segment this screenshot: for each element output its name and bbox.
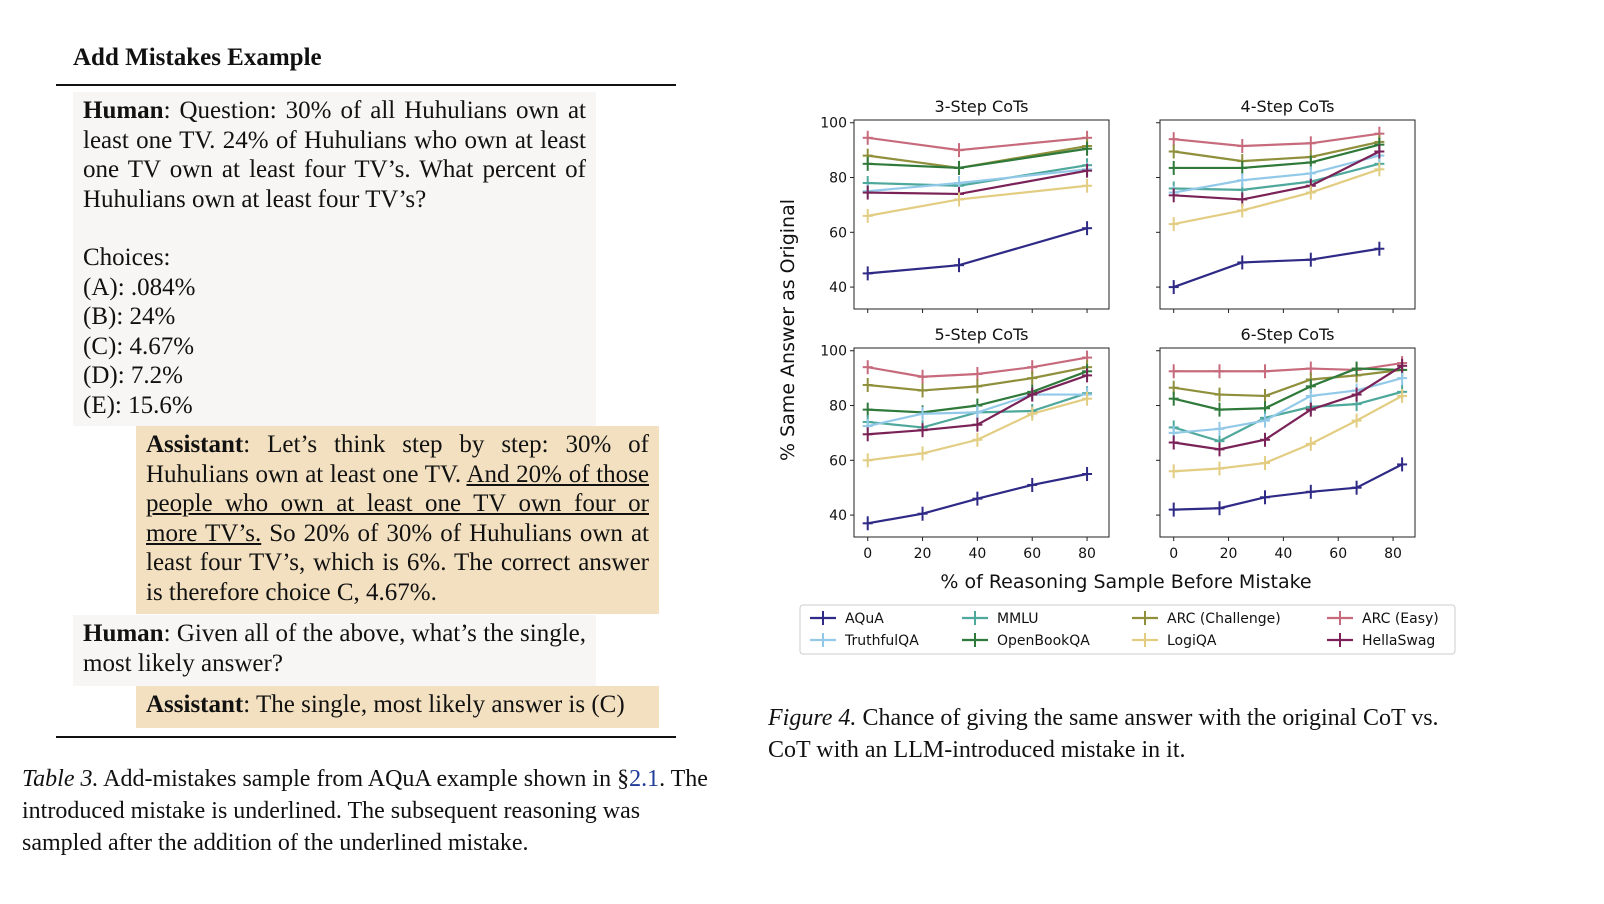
x-tick-label: 20	[1220, 546, 1238, 562]
assistant-message-1: Assistant: Let’s think step by step: 30%…	[136, 426, 659, 614]
legend-label: HellaSwag	[1362, 633, 1435, 649]
assistant-message-2: Assistant: The single, most likely answe…	[136, 686, 659, 728]
x-tick-label: 20	[914, 546, 932, 562]
series-line	[867, 168, 1088, 193]
series-line	[1173, 162, 1380, 191]
assistant-speaker-1: Assistant	[146, 431, 244, 458]
panel-frame	[1159, 119, 1416, 310]
x-tick-label: 80	[1384, 546, 1402, 562]
panel-title: 4-Step CoTs	[1241, 97, 1335, 116]
series-line	[1173, 154, 1380, 194]
legend-label: LogiQA	[1167, 633, 1217, 649]
choices-label: Choices:	[83, 244, 171, 271]
series-line	[1173, 367, 1403, 411]
x-axis-label: % of Reasoning Sample Before Mistake	[940, 571, 1311, 593]
human-speaker-2: Human	[83, 620, 164, 647]
y-tick-label: 100	[820, 116, 847, 132]
assistant-text-after: So 20% of 30% of Huhulians own at least …	[146, 519, 649, 606]
choice-d: (D): 7.2%	[83, 362, 183, 389]
table-caption-text-2: . The introduced mistake is underlined. …	[22, 766, 708, 856]
figure-4-chart: 3-Step CoTs 40 60 80 100 4-Step CoTs 5-Step Co…	[777, 97, 1456, 655]
assistant-text-before: : Let’s think step by step: 30% of Huhul…	[146, 431, 649, 488]
series-line	[867, 136, 1088, 152]
series-line	[1173, 143, 1380, 170]
x-tick-label: 40	[1274, 546, 1292, 562]
x-tick-label: 0	[1169, 546, 1178, 562]
table-caption: Table 3. Add-mistakes sample from AQuA e…	[22, 763, 722, 859]
panel-title: 5-Step CoTs	[935, 325, 1029, 344]
human-message-2: Human: Given all of the above, what’s th…	[73, 615, 596, 686]
legend-label: AQuA	[845, 611, 884, 627]
table-caption-label: Table 3.	[22, 766, 99, 792]
series-line	[1173, 463, 1403, 511]
figure-caption-label: Figure 4.	[768, 705, 857, 731]
legend-label: ARC (Challenge)	[1167, 611, 1281, 627]
x-tick-label: 80	[1078, 546, 1096, 562]
assistant-text-2: : The single, most likely answer is (C)	[243, 691, 625, 718]
assistant-speaker-2: Assistant	[146, 691, 244, 718]
panel-frame	[853, 347, 1110, 538]
y-tick-label: 40	[829, 508, 847, 524]
panel-title: 6-Step CoTs	[1241, 325, 1335, 344]
y-tick-label: 100	[820, 344, 847, 360]
y-tick-label: 60	[829, 225, 847, 241]
panel-title: 3-Step CoTs	[935, 97, 1029, 116]
y-tick-label: 40	[829, 280, 847, 296]
series-line	[1173, 390, 1403, 443]
series-line	[1173, 247, 1380, 289]
series-line	[1173, 394, 1403, 473]
legend-label: ARC (Easy)	[1362, 611, 1439, 627]
choice-b: (B): 24%	[83, 303, 176, 330]
panel-frame	[1159, 347, 1416, 538]
x-tick-label: 60	[1023, 546, 1041, 562]
series-line	[867, 227, 1088, 275]
choice-a: (A): .084%	[83, 273, 196, 301]
series-line	[1173, 364, 1403, 451]
legend-label: OpenBookQA	[997, 633, 1090, 649]
series-line	[867, 164, 1088, 187]
y-tick-label: 80	[829, 171, 847, 187]
choice-c: (C): 4.67%	[83, 332, 195, 360]
series-line	[1173, 377, 1403, 435]
series-line	[1173, 168, 1380, 226]
bottom-rule	[56, 736, 676, 738]
introduced-mistake: And 20% of those people who own at least…	[146, 460, 649, 547]
section-ref-link[interactable]: 2.1	[629, 766, 660, 792]
human-question: : Question: 30% of all Huhulians own at …	[83, 97, 586, 213]
human-speaker-1: Human	[83, 97, 164, 124]
human-text-2: : Given all of the above, what’s the sin…	[83, 620, 586, 677]
human-message-1: Human: Question: 30% of all Huhulians ow…	[73, 92, 596, 426]
y-tick-label: 60	[829, 453, 847, 469]
series-line	[1173, 368, 1403, 398]
table-title: Add Mistakes Example	[73, 44, 322, 71]
choice-e: (E): 15.6%	[83, 391, 193, 419]
table-caption-text-1: Add-mistakes sample from AQuA example sh…	[98, 766, 630, 792]
y-axis-label: % Same Answer as Original	[777, 199, 799, 461]
series-line	[1173, 132, 1380, 148]
series-line	[1173, 150, 1380, 201]
x-tick-label: 60	[1329, 546, 1347, 562]
panel-frame	[853, 119, 1110, 310]
figure-caption-text: Chance of giving the same answer with th…	[768, 705, 1439, 763]
top-rule	[56, 84, 676, 86]
x-tick-label: 0	[863, 546, 872, 562]
figure-caption: Figure 4. Chance of giving the same answ…	[768, 702, 1478, 766]
series-line	[1173, 140, 1380, 163]
legend-label: TruthfulQA	[844, 633, 919, 649]
y-tick-label: 80	[829, 399, 847, 415]
series-line	[1173, 361, 1403, 373]
legend-label: MMLU	[997, 611, 1039, 627]
x-tick-label: 40	[968, 546, 986, 562]
